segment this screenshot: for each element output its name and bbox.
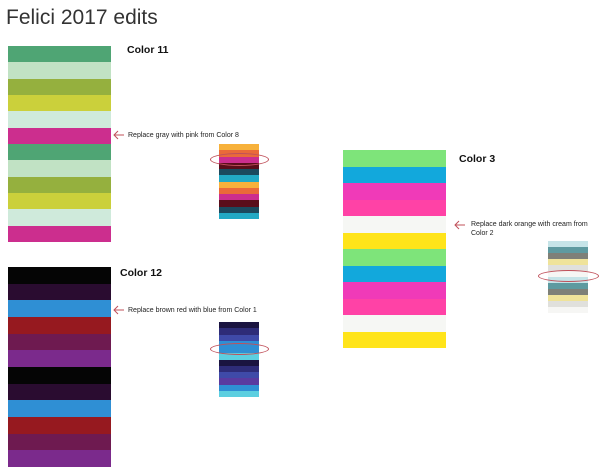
- color-stripe: [8, 450, 111, 467]
- color-stripe: [8, 417, 111, 434]
- swatch-stripe: [548, 283, 588, 289]
- color-12-swatch: [219, 322, 259, 397]
- swatch-stripe: [548, 259, 588, 265]
- color-stripe: [8, 383, 111, 401]
- color-12-label: Color 12: [120, 267, 163, 279]
- swatch-stripe: [548, 307, 588, 313]
- swatch-stripe: [219, 181, 259, 188]
- swatch-stripe: [219, 334, 259, 341]
- color-stripe: [343, 216, 446, 233]
- color-11-palette: [8, 46, 111, 242]
- color-stripe: [343, 166, 446, 183]
- swatch-stripe: [548, 253, 588, 259]
- color-stripe: [343, 282, 446, 299]
- color-stripe: [8, 367, 111, 384]
- swatch-stripe: [219, 175, 259, 182]
- color-stripe: [8, 433, 111, 451]
- color-3-note: Replace dark orange with cream from Colo…: [471, 220, 588, 238]
- swatch-stripe: [219, 187, 259, 194]
- color-stripe: [343, 265, 446, 282]
- color-stripe: [8, 143, 111, 161]
- color-12-note: Replace brown red with blue from Color 1: [128, 307, 257, 314]
- swatch-stripe: [219, 200, 259, 207]
- color-stripe: [8, 267, 111, 284]
- color-stripe: [8, 176, 111, 193]
- color-stripe: [8, 94, 111, 112]
- swatch-stripe: [219, 372, 259, 379]
- arrow-left-icon: [454, 220, 465, 230]
- swatch-stripe: [548, 295, 588, 301]
- color-stripe: [343, 298, 446, 315]
- swatch-stripe: [219, 390, 259, 397]
- color-stripe: [8, 160, 111, 177]
- swatch-stripe: [219, 378, 259, 385]
- swatch-stripe: [548, 247, 588, 253]
- swatch-stripe: [219, 144, 259, 151]
- color-stripe: [8, 192, 111, 210]
- swatch-stripe: [219, 353, 259, 360]
- swatch-stripe: [219, 194, 259, 201]
- swatch-stripe: [219, 359, 259, 366]
- color-stripe: [343, 150, 446, 167]
- swatch-stripe: [548, 301, 588, 307]
- color-3-palette: [343, 150, 446, 348]
- color-stripe: [8, 46, 111, 63]
- color-stripe: [8, 111, 111, 128]
- swatch-stripe: [219, 322, 259, 329]
- swatch-stripe: [219, 365, 259, 372]
- swatch-stripe: [219, 212, 259, 219]
- color-stripe: [8, 300, 111, 318]
- color-stripe: [343, 331, 446, 348]
- color-stripe: [8, 225, 111, 242]
- color-stripe: [8, 333, 111, 351]
- swatch-stripe: [548, 241, 588, 247]
- color-11-label: Color 11: [127, 44, 169, 56]
- color-stripe: [8, 350, 111, 368]
- swatch-stripe: [219, 206, 259, 213]
- swatch-stripe: [548, 289, 588, 295]
- color-stripe: [8, 283, 111, 301]
- color-stripe: [8, 209, 111, 226]
- swatch-stripe: [548, 265, 588, 271]
- color-stripe: [343, 315, 446, 332]
- color-12-palette: [8, 267, 111, 467]
- color-stripe: [8, 400, 111, 418]
- color-stripe: [8, 78, 111, 95]
- highlight-ellipse: [210, 343, 269, 355]
- swatch-stripe: [219, 169, 259, 176]
- color-stripe: [8, 127, 111, 144]
- highlight-ellipse: [538, 270, 599, 282]
- swatch-stripe: [219, 384, 259, 391]
- swatch-stripe: [219, 328, 259, 335]
- color-stripe: [343, 232, 446, 249]
- arrow-left-icon: [113, 305, 124, 315]
- color-3-label: Color 3: [459, 153, 496, 165]
- color-3-note-line1: Replace dark orange with cream from: [471, 221, 588, 228]
- color-stripe: [343, 249, 446, 266]
- color-stripe: [343, 183, 446, 200]
- color-3-note-line2: Color 2: [471, 230, 494, 237]
- color-11-note: Replace gray with pink from Color 8: [128, 132, 239, 139]
- color-stripe: [8, 317, 111, 334]
- page-title: Felici 2017 edits: [6, 6, 158, 29]
- color-stripe: [8, 62, 111, 79]
- color-stripe: [343, 199, 446, 216]
- highlight-ellipse: [210, 153, 269, 166]
- arrow-left-icon: [113, 130, 124, 140]
